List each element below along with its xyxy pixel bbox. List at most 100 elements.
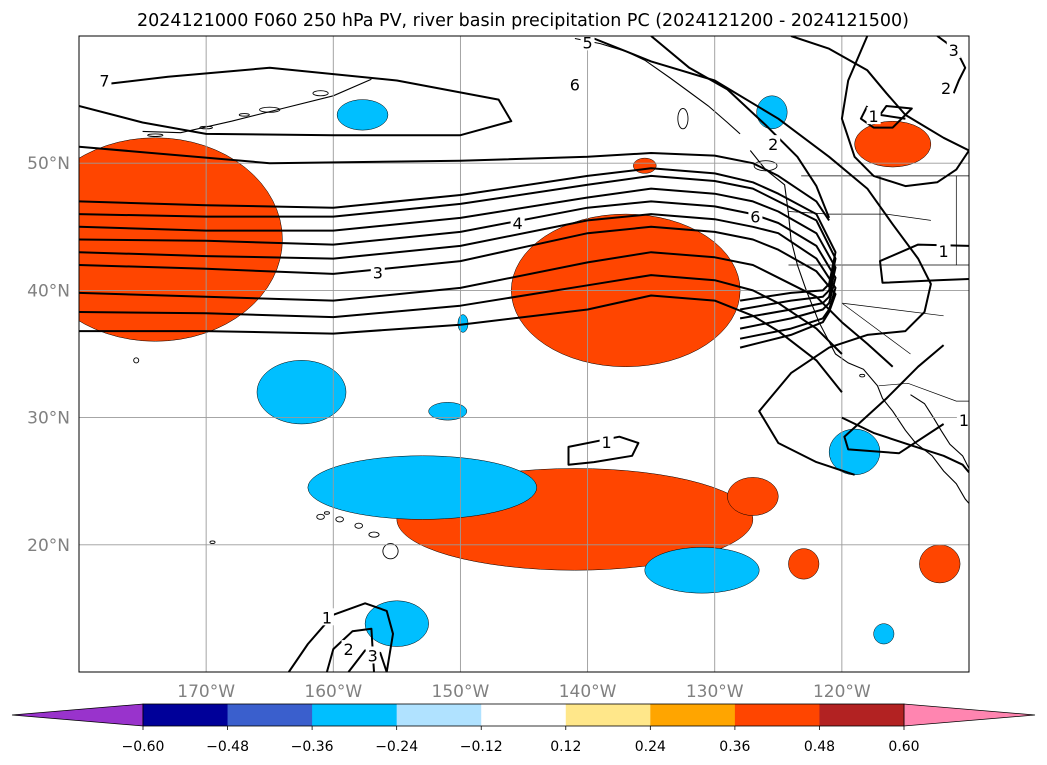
pv-contour: [936, 36, 967, 94]
precip-positive-region: [919, 544, 961, 584]
pv-contour: [79, 187, 837, 320]
coastline: [910, 394, 969, 469]
contour-label-bg: [936, 241, 951, 259]
colorbar-tick-label: 0.36: [719, 739, 750, 755]
pv-contour: [790, 36, 969, 188]
contour-label: 1: [602, 433, 612, 452]
contour-label-bg: [97, 71, 112, 89]
contour-label: 2: [768, 135, 778, 154]
island: [677, 108, 689, 130]
contour-label: 1: [322, 608, 332, 627]
chart-title: 2024121000 F060 250 hPa PV, river basin …: [137, 11, 909, 31]
precip-negative-region: [428, 402, 468, 421]
colorbar-tick-label: −0.48: [206, 739, 249, 755]
contour-label: 3: [373, 264, 383, 283]
colorbar: −0.60 −0.48 −0.36 −0.24 −0.12 0.12 0.24 0.36 0.4…: [11, 703, 1036, 755]
contour-label-bg: [580, 36, 595, 51]
island: [753, 160, 778, 172]
island: [259, 106, 281, 113]
pv-contour: [79, 66, 513, 137]
colorbar-segment: [819, 704, 905, 726]
precip-positive-region: [788, 548, 820, 580]
colorbar-segment: [565, 704, 651, 726]
precip-negative-region: [336, 99, 389, 131]
pv-contour: [843, 344, 945, 455]
precip-negative-region: [756, 95, 788, 130]
island: [323, 511, 330, 515]
island: [859, 373, 866, 378]
colorbar-segment: [312, 704, 398, 726]
political-border: [878, 382, 969, 402]
coastline: [142, 78, 372, 134]
island: [147, 133, 164, 137]
precip-positive-region: [633, 157, 657, 174]
island: [209, 540, 216, 544]
island: [382, 543, 399, 560]
colorbar-tick-label: 0.48: [804, 739, 835, 755]
contour-label: 6: [750, 208, 760, 227]
contour-label: 7: [99, 72, 109, 91]
axis-label-layer: 170°W 160°W 150°W 140°W 130°W 120°W 50°N 40°N 30…: [27, 154, 871, 702]
pv-contour: [79, 213, 837, 340]
pv-contour: [650, 36, 831, 219]
island: [316, 513, 325, 520]
pv-contour: [79, 174, 837, 311]
contour-label-bg: [370, 263, 385, 281]
island: [133, 357, 140, 364]
colorbar-segment: [396, 704, 482, 726]
pv-contour: [587, 36, 932, 476]
colorbar-extend-high: [903, 703, 1036, 727]
precip-positive-region: [854, 120, 932, 168]
island: [354, 522, 363, 529]
pv-contour: [841, 416, 969, 473]
latitude-tick-label: 50°N: [27, 154, 70, 174]
longitude-tick-label: 120°W: [813, 682, 871, 702]
colorbar-tick-label: 0.24: [635, 739, 666, 755]
longitude-tick-label: 150°W: [432, 682, 490, 702]
map-frame: [78, 35, 970, 673]
contour-label: 3: [368, 646, 378, 665]
contour-label-bg: [319, 608, 334, 626]
precip-negative-region: [307, 455, 537, 520]
precip-negative-region: [256, 360, 347, 425]
contour-label-bg: [946, 40, 961, 58]
contour-label-bg: [510, 213, 525, 231]
colorbar-segment: [227, 704, 313, 726]
island: [368, 531, 380, 538]
coastline-layer: [133, 36, 969, 560]
contour-label: 5: [582, 33, 592, 52]
contour-label-bg: [939, 79, 954, 97]
colorbar-tick-label: 0.60: [888, 739, 919, 755]
contour-label-bg: [341, 640, 356, 658]
contour-label: 1: [959, 411, 969, 430]
longitude-tick-label: 160°W: [304, 682, 362, 702]
contour-label-bg: [766, 135, 781, 153]
pv-contour: [567, 435, 640, 466]
island: [335, 516, 344, 523]
pv-contour: [287, 602, 394, 672]
pv-contour: [859, 105, 913, 129]
coastline: [749, 150, 969, 505]
colorbar-segment: [650, 704, 736, 726]
contour-label-bg: [956, 411, 969, 429]
pv-contour: [79, 251, 894, 368]
colorbar-outline: [142, 703, 905, 727]
contour-label: 4: [513, 214, 523, 233]
pv-contour: [879, 243, 969, 284]
precip-negative-region: [364, 600, 429, 647]
colorbar-tick-label: 0.12: [550, 739, 581, 755]
colorbar-tick-label: −0.24: [375, 739, 418, 755]
contour-label-bg: [567, 75, 582, 93]
colorbar-segment: [143, 704, 228, 726]
political-border: [788, 211, 931, 221]
colorbar-segment: [481, 704, 567, 726]
political-border: [841, 302, 944, 317]
pv-contour: [325, 627, 375, 672]
colorbar-tick-label: −0.36: [291, 739, 334, 755]
pv-contour: [79, 294, 843, 393]
contour-label-bg: [365, 646, 380, 664]
contour-label-bg: [748, 207, 763, 225]
island: [238, 113, 250, 117]
colorbar-segment: [734, 704, 820, 726]
latitude-tick-label: 20°N: [27, 536, 70, 556]
